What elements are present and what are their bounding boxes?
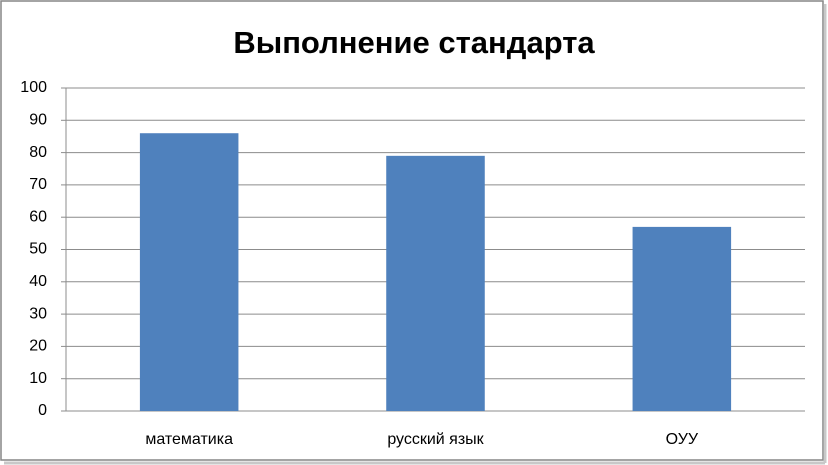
y-tick-label: 10 [29,370,47,387]
y-tick-label: 20 [29,338,47,355]
bar [139,133,239,411]
x-tick-label: ОУУ [666,431,699,448]
y-tick-label: 40 [29,273,47,290]
y-tick-label: 0 [38,402,47,419]
y-tick-label: 30 [29,305,47,322]
y-tick-label: 80 [29,144,47,161]
x-tick-label: русский язык [387,431,484,448]
y-tick-label: 100 [20,79,47,96]
bar [632,226,732,411]
x-tick-label: математика [145,431,233,448]
y-tick-label: 70 [29,176,47,193]
y-tick-label: 90 [29,112,47,129]
bar [386,155,485,411]
y-tick-label: 60 [29,208,47,225]
chart-title: Выполнение стандарта [233,25,595,60]
y-tick-label: 50 [29,241,47,258]
